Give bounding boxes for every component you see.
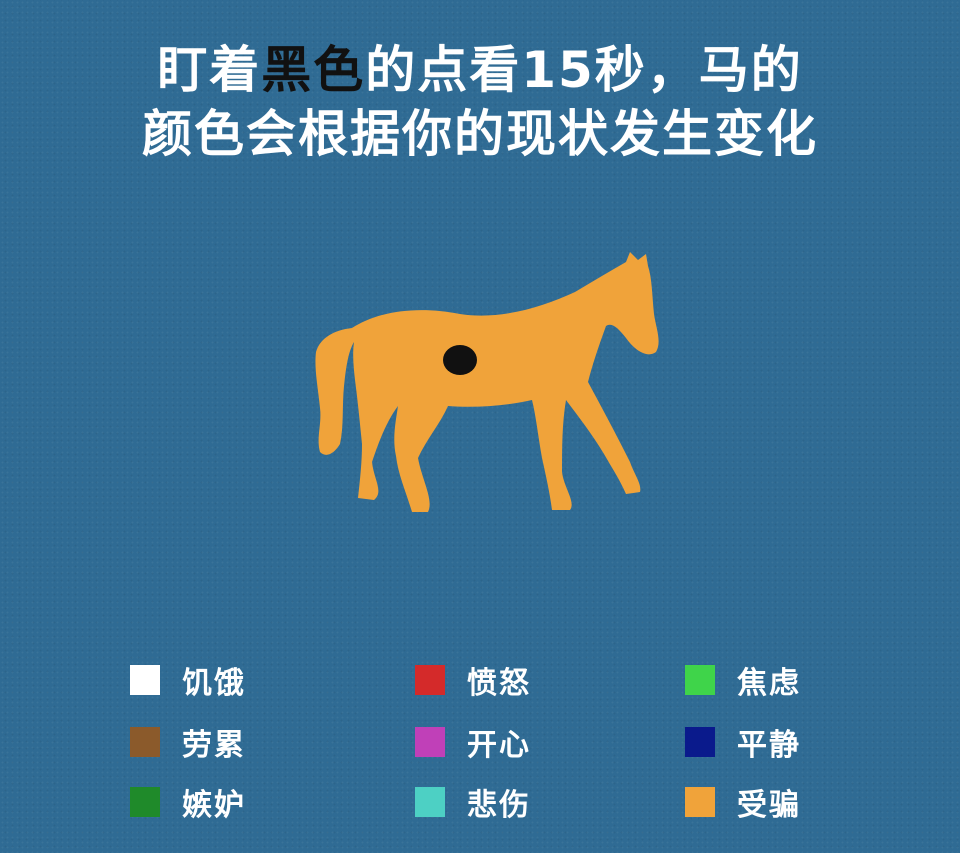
- black-dot: [443, 345, 477, 375]
- title-line-2: 颜色会根据你的现状发生变化: [142, 105, 818, 163]
- legend-item: 焦虑: [685, 660, 801, 701]
- legend-label: 平静: [737, 728, 801, 763]
- legend-swatch: [130, 787, 160, 817]
- legend-item: 饥饿: [130, 660, 246, 701]
- legend-swatch: [685, 787, 715, 817]
- legend-item: 劳累: [130, 722, 246, 763]
- legend-label: 悲伤: [467, 788, 531, 823]
- legend-item: 愤怒: [415, 660, 531, 701]
- legend-label: 饥饿: [182, 666, 246, 701]
- title-line-1-post: 的点看15秒，马的: [365, 41, 803, 99]
- legend-swatch: [415, 787, 445, 817]
- horse-svg: [315, 252, 659, 512]
- legend-label: 愤怒: [467, 666, 531, 701]
- legend-swatch: [685, 727, 715, 757]
- legend-label: 开心: [467, 728, 531, 763]
- color-legend: 饥饿劳累嫉妒 愤怒开心悲伤 焦虑平静受骗: [130, 660, 850, 840]
- legend-swatch: [130, 665, 160, 695]
- horse-illustration: [300, 248, 670, 528]
- legend-swatch: [415, 665, 445, 695]
- legend-label: 劳累: [182, 728, 246, 763]
- legend-label: 焦虑: [737, 666, 801, 701]
- legend-swatch: [415, 727, 445, 757]
- legend-swatch: [685, 665, 715, 695]
- legend-label: 嫉妒: [182, 788, 246, 823]
- legend-item: 嫉妒: [130, 782, 246, 823]
- horse-silhouette: [315, 252, 659, 512]
- legend-item: 受骗: [685, 782, 801, 823]
- page-title: 盯着黑色的点看15秒，马的 颜色会根据你的现状发生变化: [0, 38, 960, 166]
- legend-item: 开心: [415, 722, 531, 763]
- title-line-1: 盯着黑色的点看15秒，马的: [0, 38, 960, 102]
- legend-label: 受骗: [737, 788, 801, 823]
- legend-swatch: [130, 727, 160, 757]
- title-line-1-pre: 盯着: [157, 41, 262, 99]
- legend-item: 悲伤: [415, 782, 531, 823]
- title-highlight-black: 黑色: [261, 41, 366, 99]
- legend-item: 平静: [685, 722, 801, 763]
